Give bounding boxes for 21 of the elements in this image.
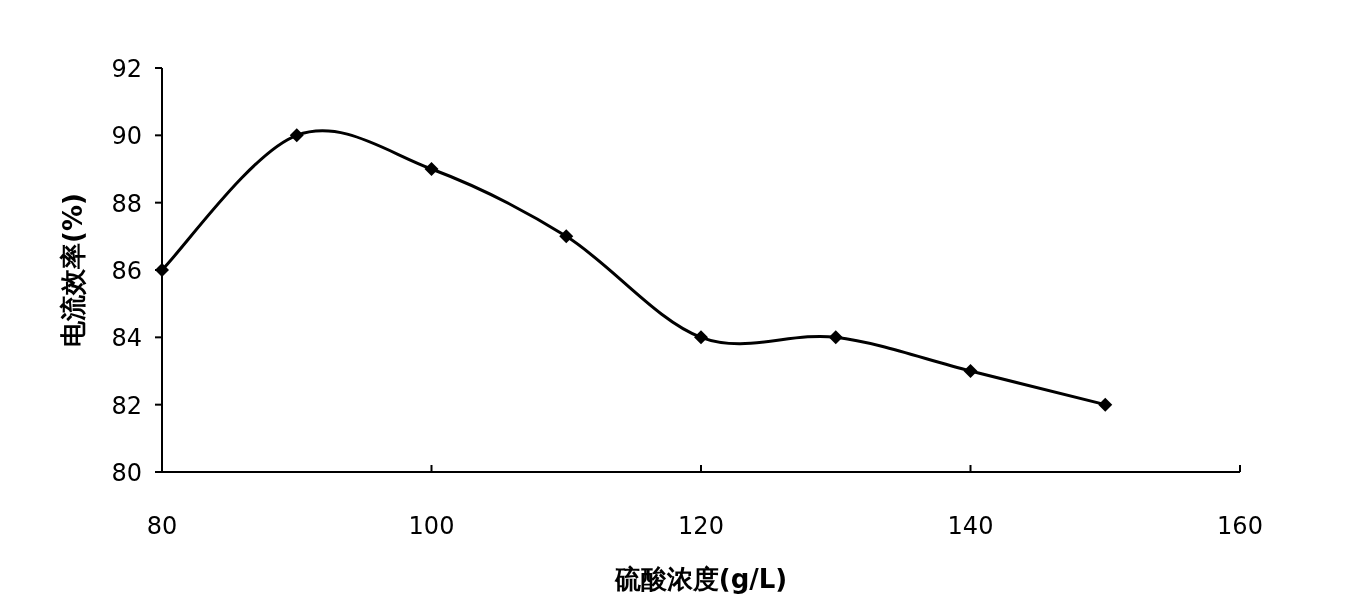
y-tick-label: 80 [111,459,142,487]
y-tick-label: 82 [111,391,142,420]
x-tick-label: 140 [947,512,994,540]
y-tick-label: 84 [111,324,142,353]
x-tick-label: 160 [1217,512,1263,540]
y-tick-label: 92 [111,55,142,83]
point [424,162,439,176]
y-tick-label: 88 [111,189,142,218]
x-tick-label: 80 [146,512,178,540]
y-axis-title: 电流效率(%) [58,193,88,347]
point [289,128,304,143]
point [694,330,708,345]
point [1098,397,1113,412]
x-tick-label: 120 [678,512,724,540]
x-axis-title: 硫酸浓度(g/L) [613,564,788,594]
point [559,229,574,244]
point [828,330,843,345]
y-tick-label: 86 [111,257,142,285]
point [963,364,978,378]
y-tick-label: 90 [111,122,142,151]
x-tick-label: 100 [408,512,455,540]
